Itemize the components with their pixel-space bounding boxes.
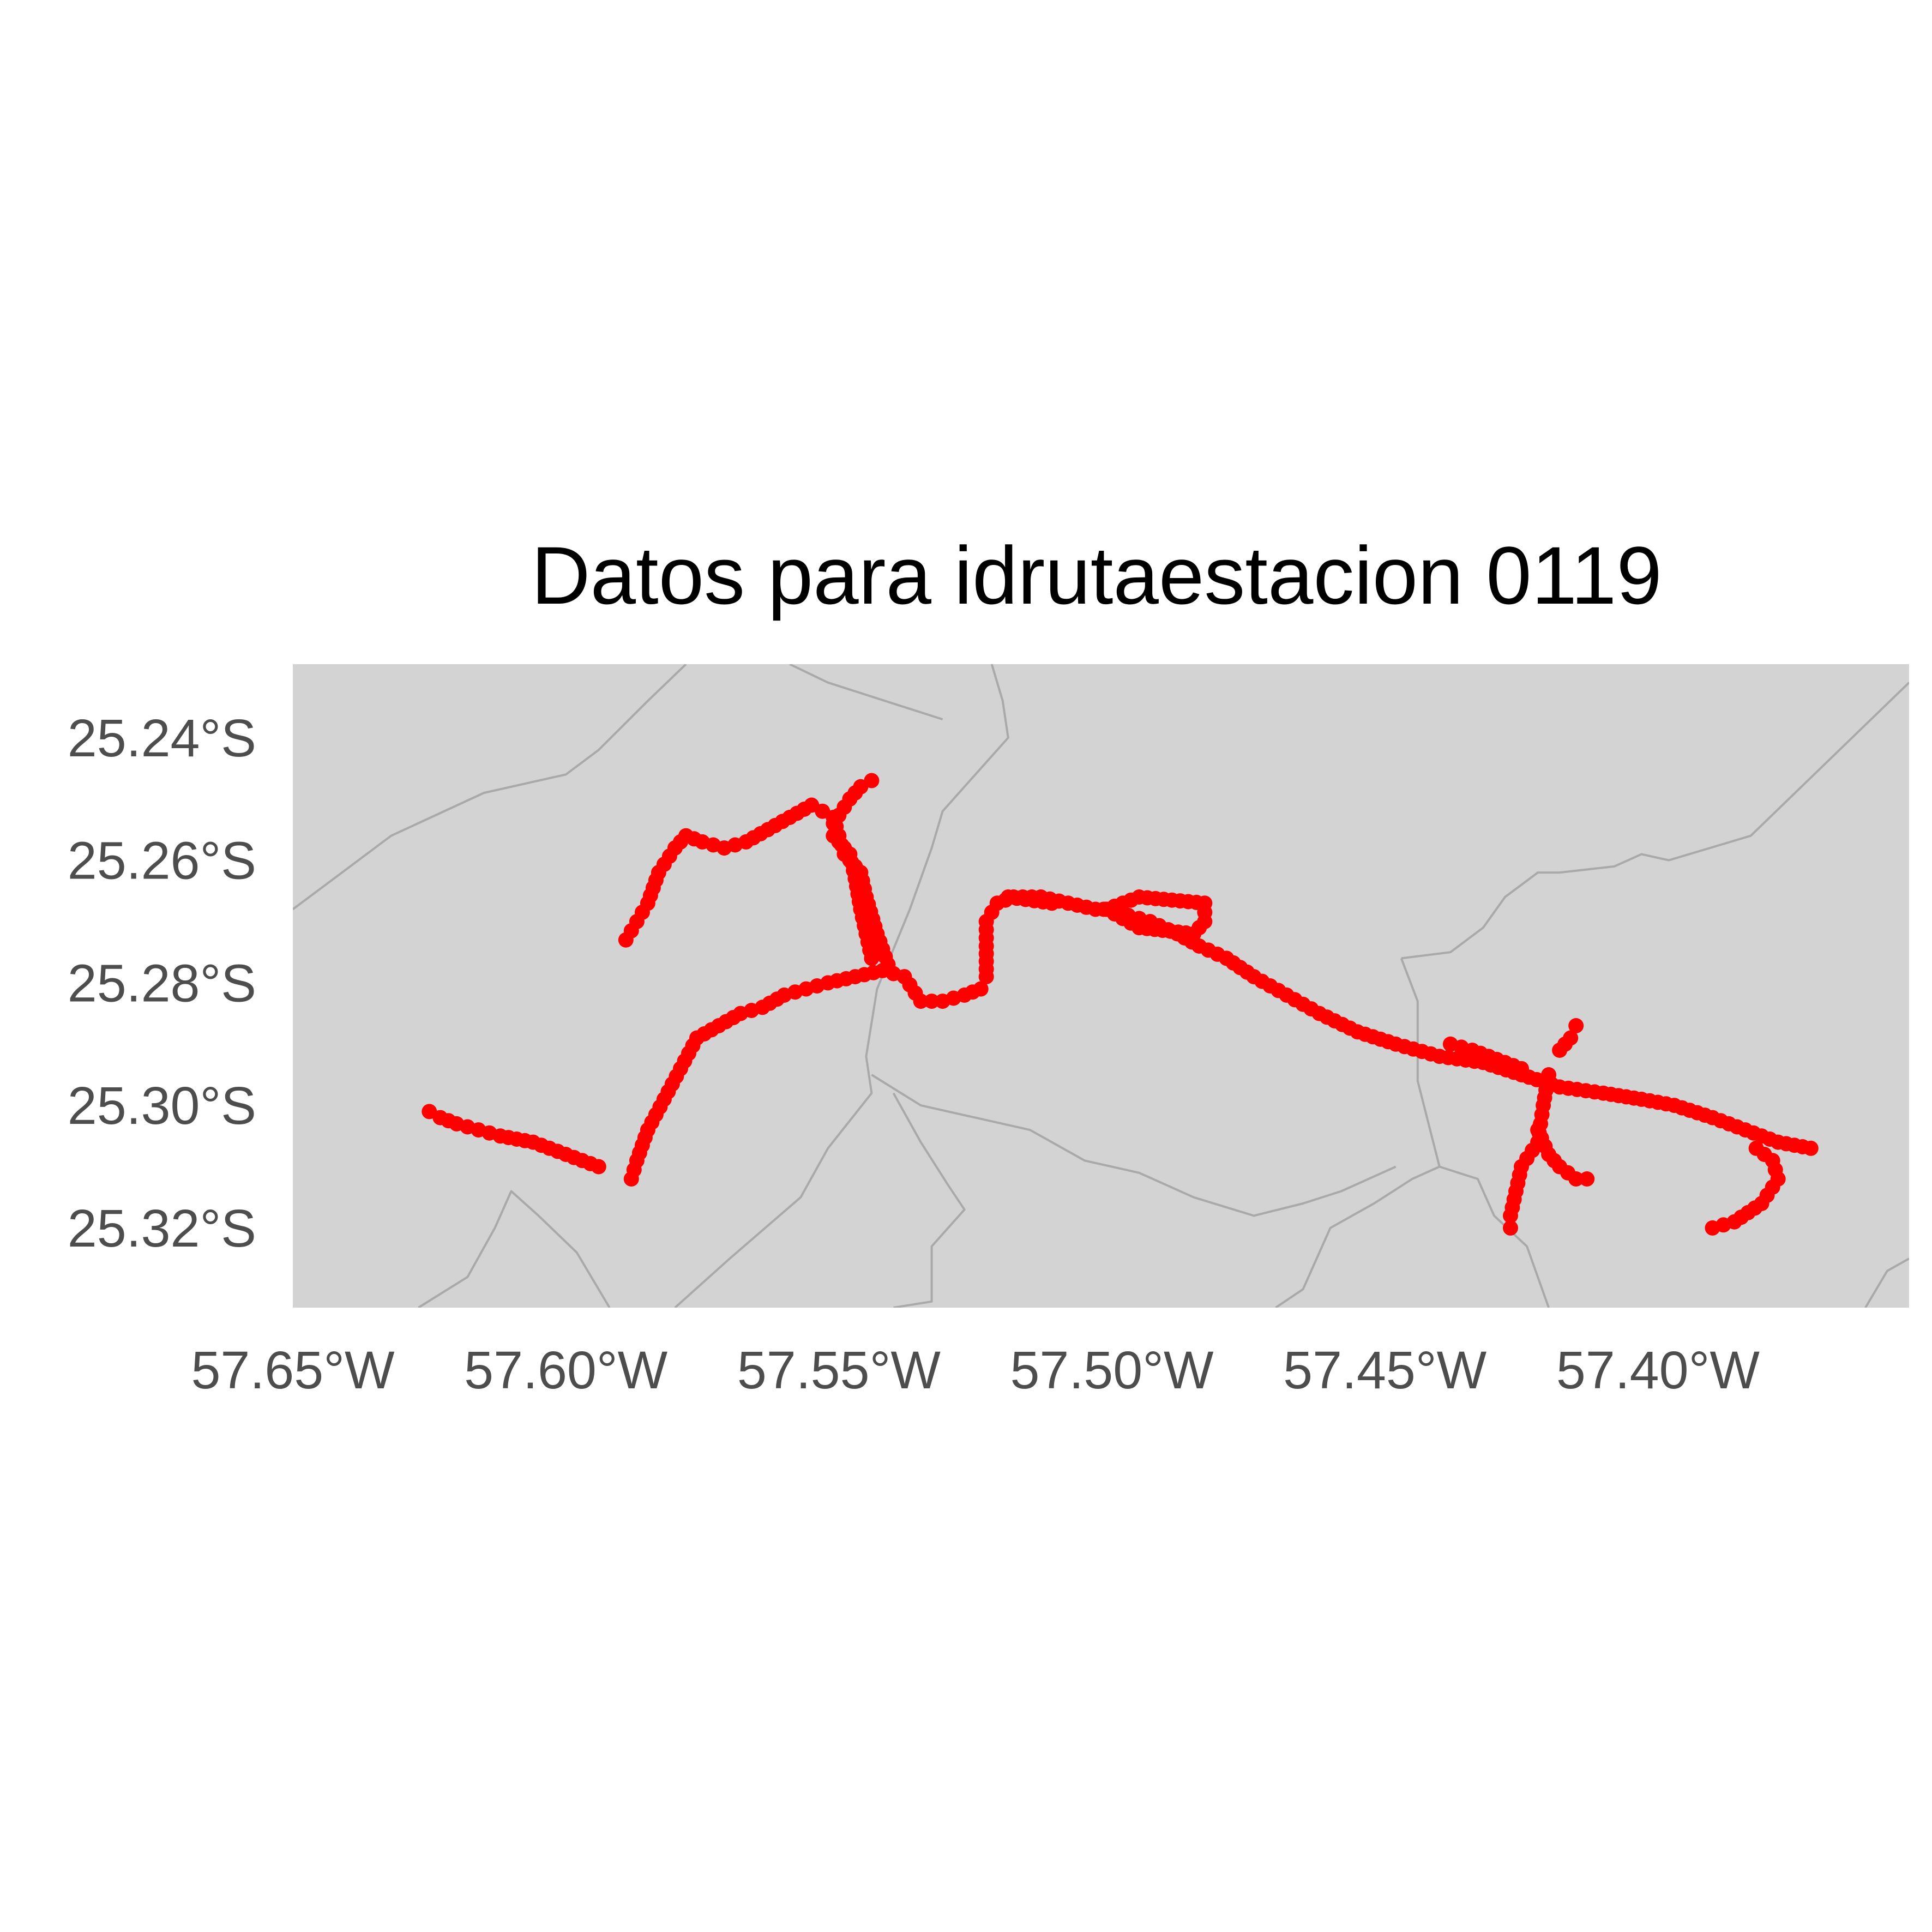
boundary-line [418,1190,611,1308]
gps-point [1044,895,1060,911]
y-tick-label: 25.32°S [68,1199,256,1258]
chart-title: Datos para idrutaestacion 0119 [531,529,1662,621]
y-tick-label: 25.24°S [68,708,256,768]
y-axis: 25.24°S 25.26°S 25.28°S 25.30°S 25.32°S [68,708,256,1258]
gps-point [864,773,880,789]
gps-point [864,950,880,966]
gps-point [973,981,989,997]
x-tick-label: 57.45°W [1283,1340,1487,1400]
gps-points [422,773,1819,1236]
gps-point [1503,1220,1518,1236]
gps-point [1705,1220,1720,1236]
gps-point [591,1159,606,1175]
boundary-line [1401,682,1909,960]
y-tick-label: 25.26°S [68,831,256,890]
boundary-line [674,664,1009,1308]
x-axis: 57.65°W 57.60°W 57.55°W 57.50°W 57.45°W 57.40… [191,1340,1760,1400]
x-tick-label: 57.65°W [191,1340,395,1400]
gps-point [1803,1140,1819,1156]
boundary-line [1400,958,1441,1167]
y-tick-label: 25.28°S [68,953,256,1013]
x-tick-label: 57.40°W [1556,1340,1760,1400]
y-tick-label: 25.30°S [68,1076,256,1135]
gps-point [1503,1208,1518,1224]
district-boundaries [293,664,1909,1308]
gps-point [618,932,634,948]
gps-point [1514,1061,1529,1076]
gps-point [1568,1018,1584,1033]
x-tick-label: 57.50°W [1010,1340,1214,1400]
map-panel [293,664,1909,1308]
boundary-line [892,1092,966,1308]
gps-point [1579,1171,1595,1187]
gps-point [1568,1171,1584,1187]
boundary-line [789,664,943,721]
gps-point [1099,901,1114,917]
gps-point [924,994,940,1009]
x-tick-label: 57.60°W [464,1340,668,1400]
boundary-line [871,1074,1397,1217]
gps-point [913,994,929,1009]
gps-point [1563,1030,1579,1046]
boundary-line [1864,1257,1909,1308]
x-tick-label: 57.55°W [737,1340,941,1400]
boundary-line [293,664,687,911]
